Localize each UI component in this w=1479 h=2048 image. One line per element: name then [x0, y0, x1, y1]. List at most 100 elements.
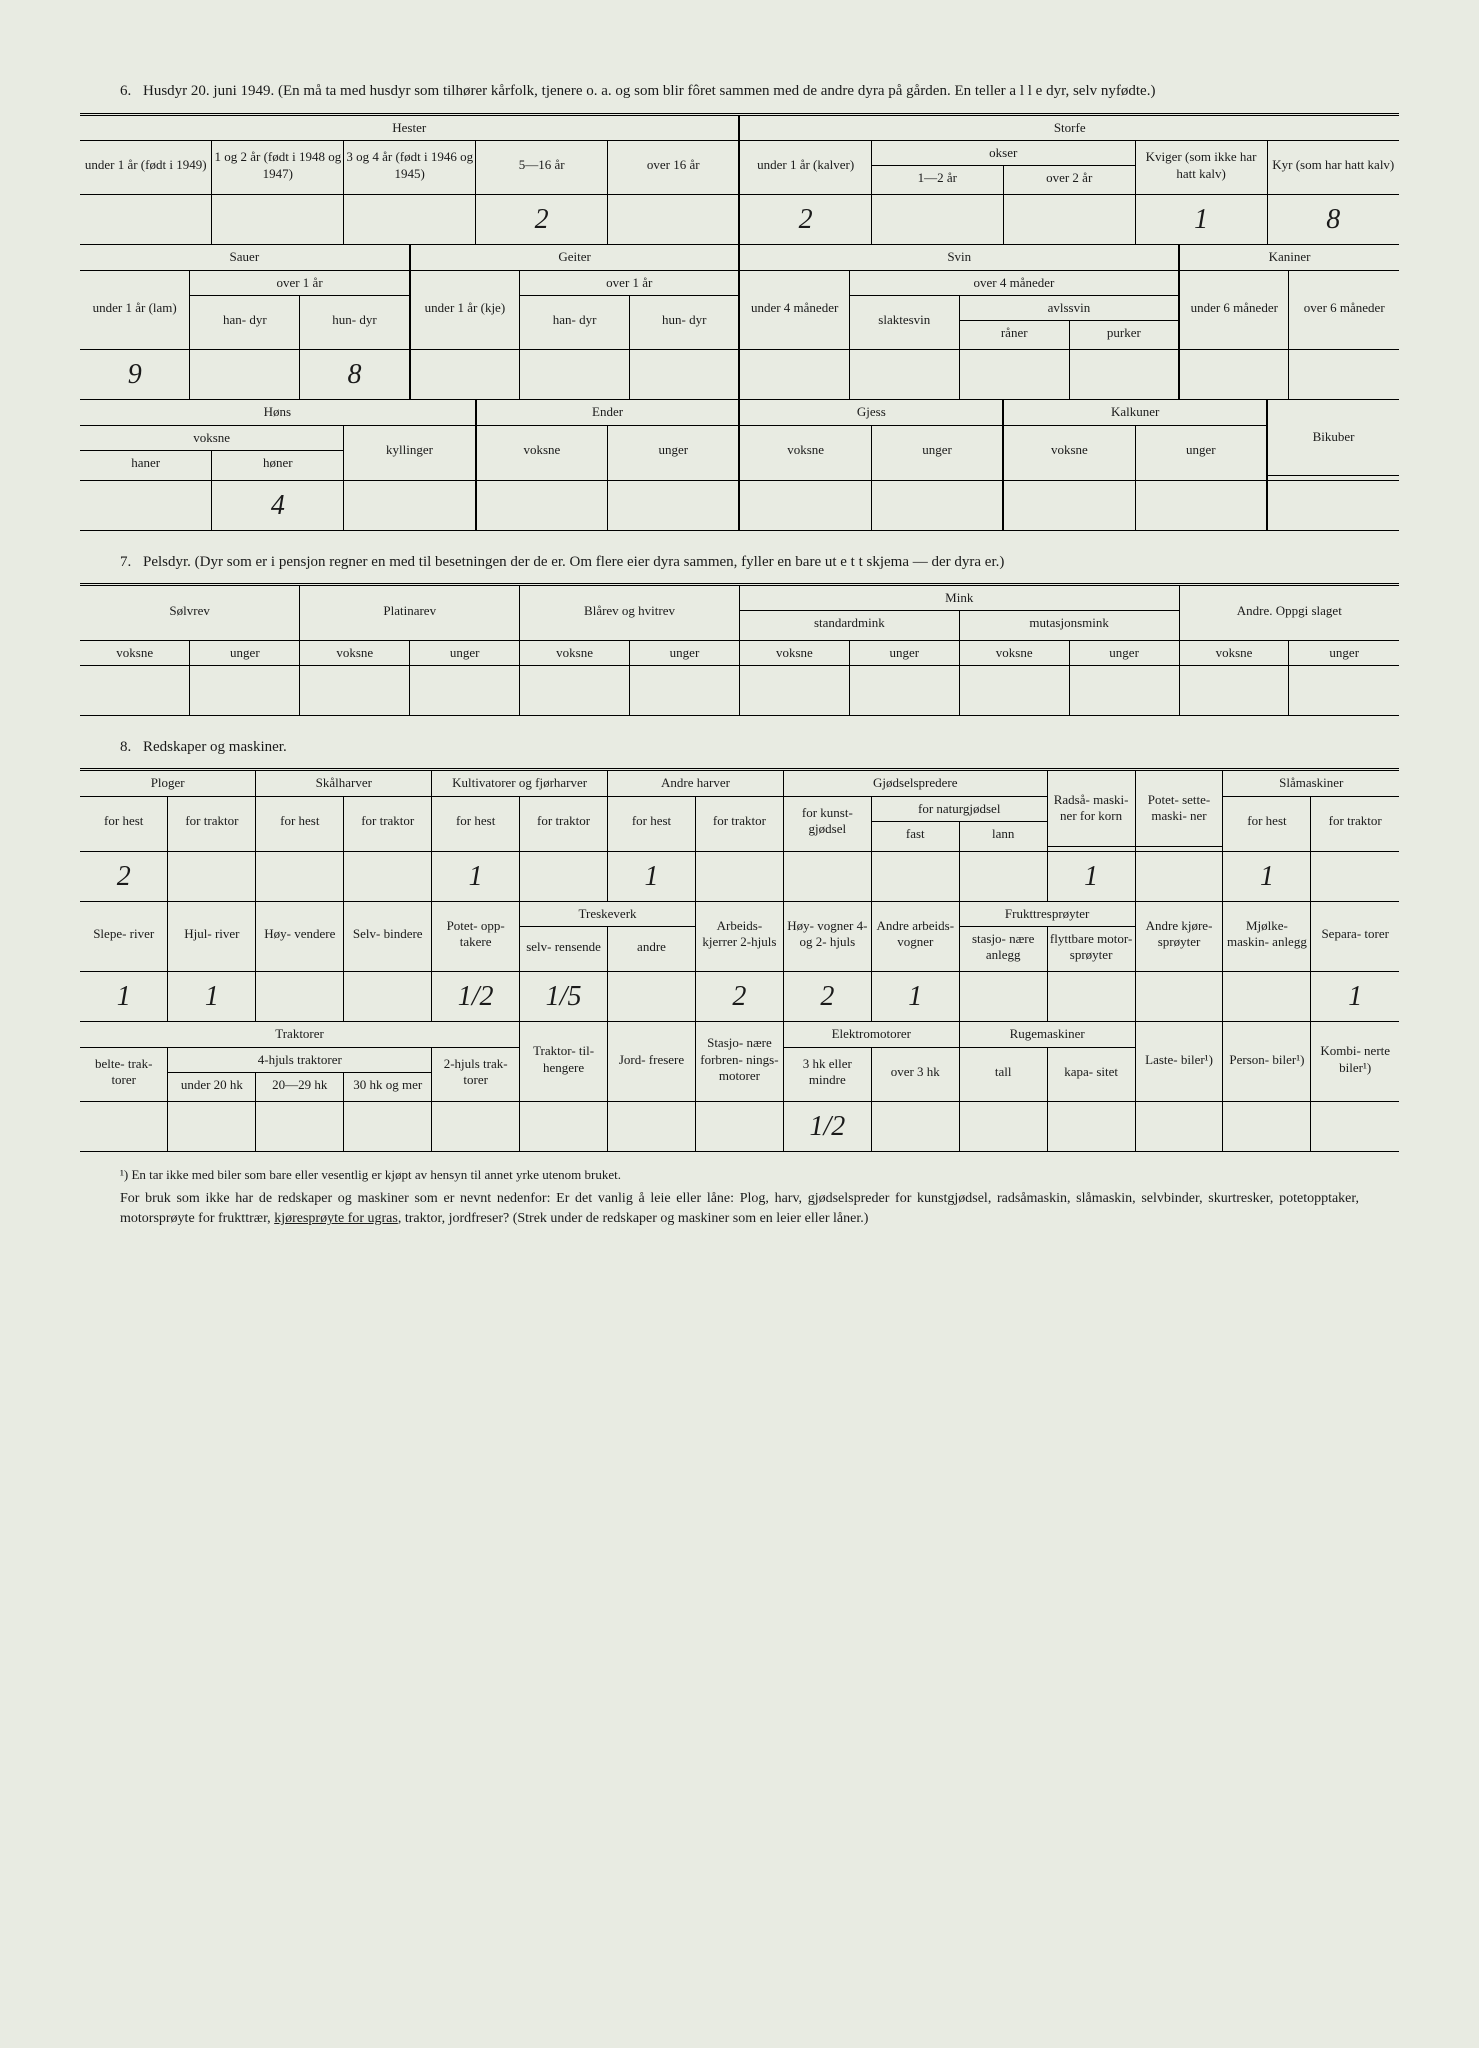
traktorhengere: Traktor- til- hengere [520, 1022, 608, 1097]
cell[interactable] [1135, 1102, 1223, 1152]
cell[interactable] [1069, 350, 1179, 400]
cell[interactable] [80, 665, 190, 715]
cell[interactable]: 1 [80, 972, 168, 1022]
cell[interactable] [190, 350, 300, 400]
cell[interactable] [80, 195, 212, 245]
cell[interactable] [1223, 1102, 1311, 1152]
cell[interactable]: 8 [1267, 195, 1399, 245]
cell[interactable] [1179, 350, 1289, 400]
cell[interactable] [1223, 972, 1311, 1022]
cell[interactable] [300, 665, 410, 715]
cell[interactable] [256, 851, 344, 901]
cell[interactable]: 1 [1311, 972, 1399, 1022]
cell[interactable] [190, 665, 300, 715]
flyttbare: flyttbare motor- sprøyter [1047, 926, 1135, 967]
cell[interactable]: 4 [212, 480, 344, 530]
cell[interactable] [1289, 665, 1399, 715]
cell[interactable] [783, 851, 871, 901]
cell[interactable] [344, 851, 432, 901]
cell[interactable] [849, 350, 959, 400]
cell[interactable] [410, 665, 520, 715]
hons-group: Høns [80, 400, 476, 425]
cell[interactable] [1003, 480, 1135, 530]
cell[interactable] [1289, 350, 1399, 400]
cell[interactable] [608, 972, 696, 1022]
cell[interactable] [432, 1102, 520, 1152]
andre-vogner: Andre arbeids- vogner [871, 902, 959, 968]
cell[interactable] [344, 972, 432, 1022]
cell[interactable] [959, 972, 1047, 1022]
cell[interactable] [959, 350, 1069, 400]
cell[interactable]: 1 [1047, 851, 1135, 901]
cell[interactable] [695, 1102, 783, 1152]
svin-slakte: slaktesvin [849, 295, 959, 345]
cell[interactable]: 2 [476, 195, 608, 245]
cell[interactable] [1311, 851, 1399, 901]
ploger: Ploger [80, 770, 256, 796]
ender-unger: unger [608, 425, 740, 475]
cell[interactable] [849, 665, 959, 715]
cell[interactable] [695, 851, 783, 901]
platinarev: Platinarev [300, 585, 520, 636]
cell[interactable]: 1 [608, 851, 696, 901]
cell[interactable] [1311, 1102, 1399, 1152]
cell[interactable] [344, 1102, 432, 1152]
cell[interactable] [520, 665, 630, 715]
cell[interactable] [1267, 480, 1399, 530]
the cell[interactable] [959, 665, 1069, 715]
cell[interactable]: 1/2 [783, 1102, 871, 1152]
cell[interactable] [344, 480, 476, 530]
cell[interactable]: 2 [80, 851, 168, 901]
cell[interactable] [871, 1102, 959, 1152]
cell[interactable]: 1 [871, 972, 959, 1022]
cell[interactable]: 8 [300, 350, 410, 400]
cell[interactable] [871, 195, 1003, 245]
cell[interactable] [344, 195, 476, 245]
cell[interactable] [739, 480, 871, 530]
cell[interactable]: 2 [739, 195, 871, 245]
cell[interactable] [256, 972, 344, 1022]
cell[interactable] [630, 665, 740, 715]
cell[interactable] [476, 480, 608, 530]
cell[interactable] [168, 1102, 256, 1152]
cell[interactable] [739, 665, 849, 715]
cell[interactable] [256, 1102, 344, 1152]
p-u: unger [849, 640, 959, 665]
cell[interactable]: 1/2 [432, 972, 520, 1022]
cell[interactable] [410, 350, 520, 400]
cell[interactable] [608, 195, 740, 245]
cell[interactable]: 2 [783, 972, 871, 1022]
cell[interactable] [1179, 665, 1289, 715]
cell[interactable] [1047, 1102, 1135, 1152]
cell[interactable] [1003, 195, 1135, 245]
cell[interactable]: 2 [695, 972, 783, 1022]
okser-label: okser [871, 140, 1135, 165]
cell[interactable] [608, 480, 740, 530]
cell[interactable] [608, 1102, 696, 1152]
cell[interactable] [520, 1102, 608, 1152]
cell[interactable]: 9 [80, 350, 190, 400]
cell[interactable] [871, 851, 959, 901]
cell[interactable] [80, 480, 212, 530]
cell[interactable] [212, 195, 344, 245]
cell[interactable] [168, 851, 256, 901]
cell[interactable] [1135, 480, 1267, 530]
cell[interactable] [1069, 665, 1179, 715]
cell[interactable] [871, 480, 1003, 530]
cell[interactable] [630, 350, 740, 400]
cell[interactable] [1135, 851, 1223, 901]
cell[interactable]: 1 [168, 972, 256, 1022]
cell[interactable]: 1/5 [520, 972, 608, 1022]
cell[interactable]: 1 [1223, 851, 1311, 901]
cell[interactable] [959, 851, 1047, 901]
hester-group: Hester [80, 114, 739, 140]
cell[interactable] [1047, 972, 1135, 1022]
cell[interactable] [80, 1102, 168, 1152]
cell[interactable] [959, 1102, 1047, 1152]
cell[interactable] [739, 350, 849, 400]
cell[interactable] [520, 350, 630, 400]
cell[interactable] [520, 851, 608, 901]
cell[interactable] [1135, 972, 1223, 1022]
cell[interactable]: 1 [432, 851, 520, 901]
cell[interactable]: 1 [1135, 195, 1267, 245]
